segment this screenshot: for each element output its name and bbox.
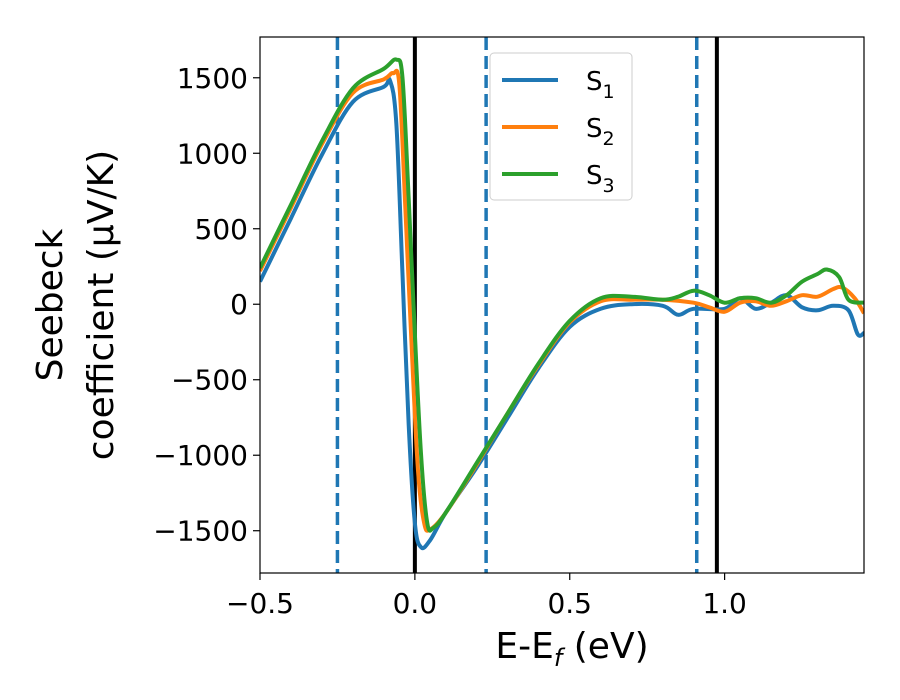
- legend-label-s1: S1: [586, 67, 615, 103]
- plot-area-frame: [259, 36, 865, 574]
- x-tick-label: 1.0: [702, 587, 747, 620]
- legend-label-s2: S2: [586, 114, 615, 150]
- legend-label-s3: S3: [586, 161, 615, 197]
- x-tick-label: −0.5: [226, 587, 294, 620]
- x-tick-label: 0.0: [393, 587, 438, 620]
- y-tick-label: 500: [195, 213, 248, 246]
- y-tick-label: −500: [171, 364, 248, 397]
- series-line-s3: [260, 57, 864, 533]
- y-tick-label: −1000: [153, 439, 248, 472]
- y-axis-title-line1: Seebeck: [30, 228, 71, 381]
- legend-box: [489, 52, 633, 201]
- y-tick-label: −1500: [153, 515, 248, 548]
- y-tick-label: 0: [230, 288, 248, 321]
- x-tick-label: 0.5: [547, 587, 592, 620]
- y-tick-label: 1000: [177, 137, 248, 170]
- x-axis-title: E-Ef (eV): [495, 626, 648, 672]
- y-tick-label: 1500: [177, 62, 248, 95]
- y-axis-title-line2: coefficient (μV/K): [81, 150, 122, 460]
